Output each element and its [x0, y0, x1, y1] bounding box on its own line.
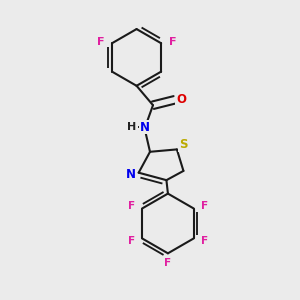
Text: S: S — [179, 138, 188, 152]
Text: F: F — [169, 37, 176, 47]
Text: F: F — [128, 236, 135, 246]
Text: F: F — [201, 236, 208, 246]
Text: H: H — [128, 122, 137, 132]
Text: O: O — [176, 93, 186, 106]
Text: N: N — [140, 121, 150, 134]
Text: F: F — [164, 258, 172, 268]
Text: F: F — [128, 201, 135, 211]
Text: F: F — [97, 37, 104, 47]
Text: F: F — [201, 201, 208, 211]
Text: N: N — [126, 168, 136, 181]
